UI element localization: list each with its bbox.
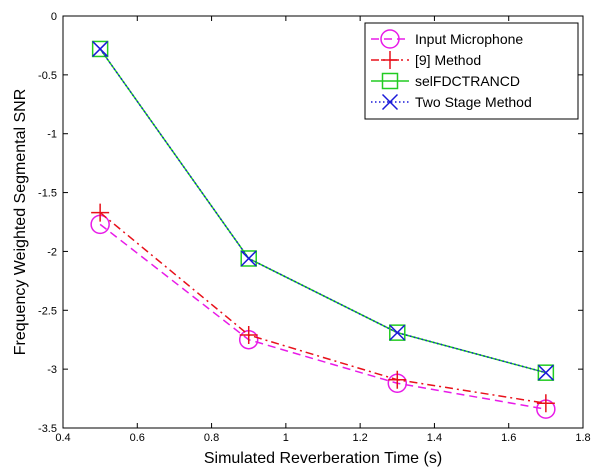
data-point-marker — [91, 203, 110, 222]
data-point-marker — [537, 364, 554, 381]
data-point-marker — [91, 40, 109, 58]
y-tick-label: -3.5 — [38, 423, 57, 435]
series-line — [99, 48, 547, 374]
series-3 — [92, 40, 554, 381]
legend-label: Two Stage Method — [415, 94, 532, 110]
x-axis-label: Simulated Reverberation Time (s) — [204, 450, 442, 467]
y-tick-label: -1 — [47, 129, 57, 141]
legend-entry: [9] Method — [371, 51, 481, 69]
data-point-marker — [389, 324, 406, 341]
y-tick-label: -2 — [47, 246, 57, 258]
y-tick-label: -1.5 — [38, 188, 57, 200]
legend-entry: Two Stage Method — [371, 93, 532, 111]
x-tick-label: 0.6 — [130, 432, 145, 444]
data-point-marker — [537, 364, 555, 381]
x-tick-label: 1.6 — [501, 432, 516, 444]
data-point-marker — [536, 394, 555, 413]
data-point-marker — [239, 326, 258, 345]
x-tick-label: 0.4 — [55, 432, 70, 444]
legend-entry: Input Microphone — [371, 29, 523, 49]
legend-marker — [380, 29, 400, 49]
x-tick-label: 1.8 — [575, 432, 590, 444]
series-line — [99, 212, 546, 405]
y-tick-label: -0.5 — [38, 70, 57, 82]
legend-label: selFDCTRANCD — [415, 73, 520, 89]
legend: Input Microphone [9] Method selFDCTRANCD Tw… — [364, 22, 579, 120]
legend-entry: selFDCTRANCD — [371, 72, 520, 90]
legend-marker — [381, 93, 399, 111]
data-point-marker — [389, 324, 406, 341]
data-point-marker — [240, 250, 257, 267]
series-group — [90, 40, 556, 419]
legend-marker — [381, 72, 399, 90]
legend-label: Input Microphone — [415, 31, 523, 47]
legend-label: [9] Method — [415, 52, 481, 68]
y-tick-label: -3 — [47, 364, 57, 376]
x-tick-label: 1.4 — [427, 432, 442, 444]
data-point-marker — [92, 40, 109, 57]
x-tick-label: 0.8 — [204, 432, 219, 444]
axis-ticks: 0.4 0.6 0.8 1 1.2 1.4 1.6 1.8 0 -0.5 -1 -1.5 -2 -2.5 -… — [38, 11, 591, 444]
legend-marker — [381, 51, 399, 69]
data-point-marker — [240, 250, 257, 267]
x-tick-label: 1 — [283, 432, 289, 444]
x-tick-label: 1.2 — [352, 432, 367, 444]
y-axis-label: Frequency Weighted Segmental SNR — [12, 89, 29, 356]
series-1 — [91, 203, 555, 413]
y-tick-label: -2.5 — [38, 305, 57, 317]
data-point-marker — [388, 370, 407, 389]
y-tick-label: 0 — [51, 11, 57, 23]
series-line — [99, 223, 546, 410]
